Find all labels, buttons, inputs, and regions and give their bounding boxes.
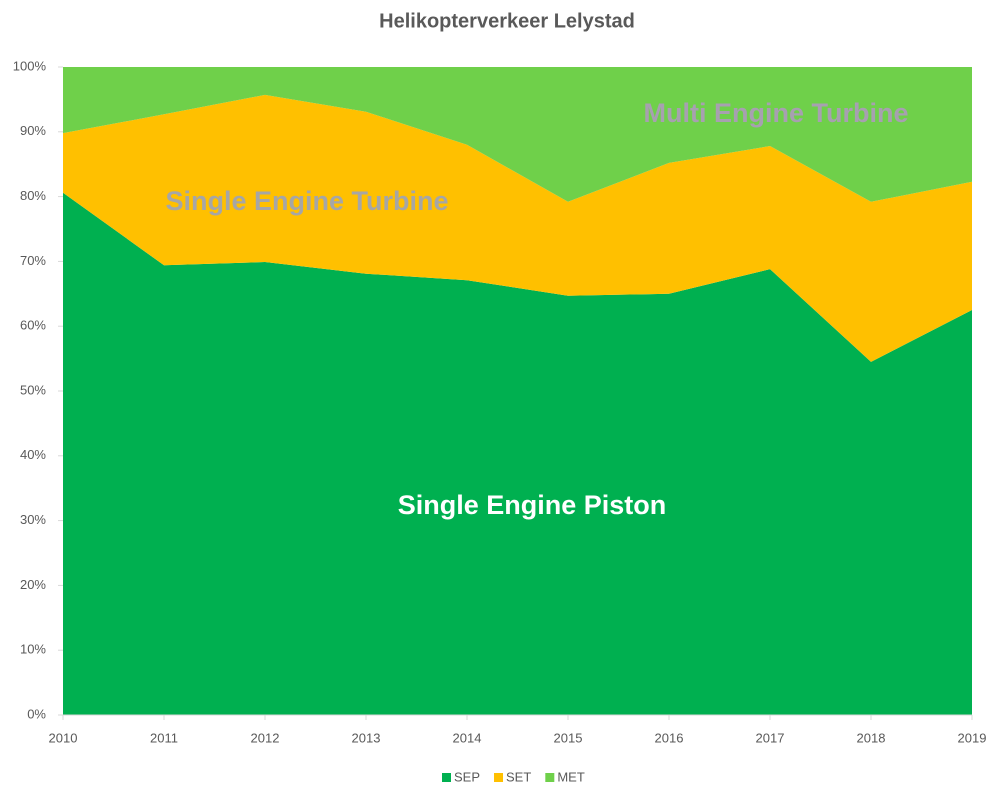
x-tick-label: 2017 xyxy=(756,730,785,745)
y-tick-label: 10% xyxy=(20,642,46,657)
area xyxy=(63,94,972,362)
x-tick-label: 2015 xyxy=(554,730,583,745)
y-tick-label: 80% xyxy=(20,188,46,203)
legend-label: SET xyxy=(506,769,531,784)
legend-swatch xyxy=(494,773,504,782)
x-tick-label: 2013 xyxy=(352,730,381,745)
x-tick-label: 2016 xyxy=(655,730,684,745)
annotation: Multi Engine Turbine xyxy=(644,98,909,128)
legend-swatch xyxy=(442,773,451,782)
y-tick-label: 20% xyxy=(20,577,46,592)
annotation: Single Engine Piston xyxy=(398,490,667,520)
annotation: Single Engine Turbine xyxy=(165,186,448,216)
x-tick-label: 2019 xyxy=(958,730,987,745)
y-tick-label: 70% xyxy=(20,253,46,268)
x-tick-label: 2010 xyxy=(49,730,78,745)
y-tick-label: 30% xyxy=(20,512,46,527)
x-tick-label: 2011 xyxy=(150,730,178,745)
legend-label: SEP xyxy=(454,769,480,784)
area xyxy=(63,67,972,202)
y-tick-label: 100% xyxy=(13,58,47,73)
x-tick-label: 2018 xyxy=(857,730,886,745)
chart-title: Helikopterverkeer Lelystad xyxy=(379,10,635,32)
area xyxy=(63,192,972,715)
y-tick-label: 60% xyxy=(20,318,46,333)
x-tick-label: 2014 xyxy=(453,730,482,745)
x-tick-label: 2012 xyxy=(251,730,280,745)
y-tick-label: 50% xyxy=(20,382,46,397)
y-tick-label: 40% xyxy=(20,447,46,462)
legend-swatch xyxy=(545,773,555,782)
y-tick-label: 90% xyxy=(20,123,46,138)
legend-label: MET xyxy=(557,769,585,784)
y-tick-label: 0% xyxy=(27,706,46,721)
